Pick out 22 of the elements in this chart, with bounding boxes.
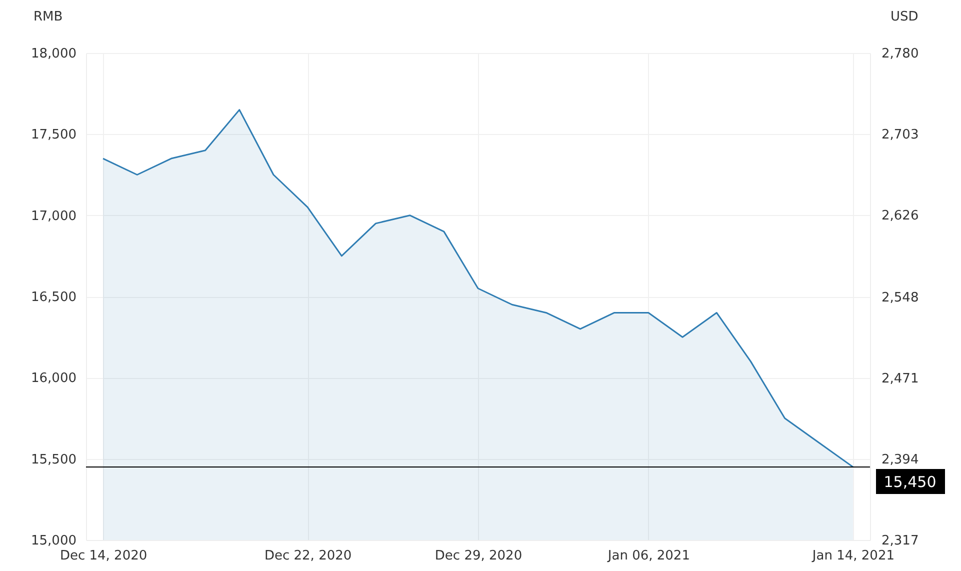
- x-tick-label: Dec 22, 2020: [264, 548, 352, 564]
- y2-tick-label: 2,471: [882, 372, 919, 387]
- x-tick-label: Jan 06, 2021: [606, 548, 690, 564]
- y2-tick-label: 2,626: [882, 208, 919, 224]
- y-tick-label: 16,500: [31, 290, 76, 305]
- ref-line-label: 15,450: [884, 472, 936, 491]
- y2-tick-label: 2,703: [882, 127, 919, 142]
- y2-tick-label: 2,317: [882, 534, 919, 548]
- y2-tick-label: 2,548: [882, 290, 919, 306]
- y-tick-label: 17,000: [31, 208, 76, 224]
- x-tick-label: Dec 14, 2020: [60, 548, 148, 564]
- y-tick-label: 15,000: [31, 534, 76, 548]
- y2-tick-label: 2,780: [882, 46, 919, 62]
- y-tick-label: 17,500: [31, 128, 76, 143]
- y2-axis-title: USD: [890, 10, 918, 24]
- y-tick-label: 18,000: [31, 46, 76, 62]
- y-axis-title: RMB: [34, 10, 63, 24]
- x-tick-label: Dec 29, 2020: [434, 548, 522, 564]
- y-tick-label: 16,000: [31, 371, 76, 386]
- y-tick-label: 15,500: [31, 452, 76, 468]
- y2-tick-label: 2,394: [882, 452, 919, 468]
- x-tick-label: Jan 14, 2021: [811, 548, 894, 564]
